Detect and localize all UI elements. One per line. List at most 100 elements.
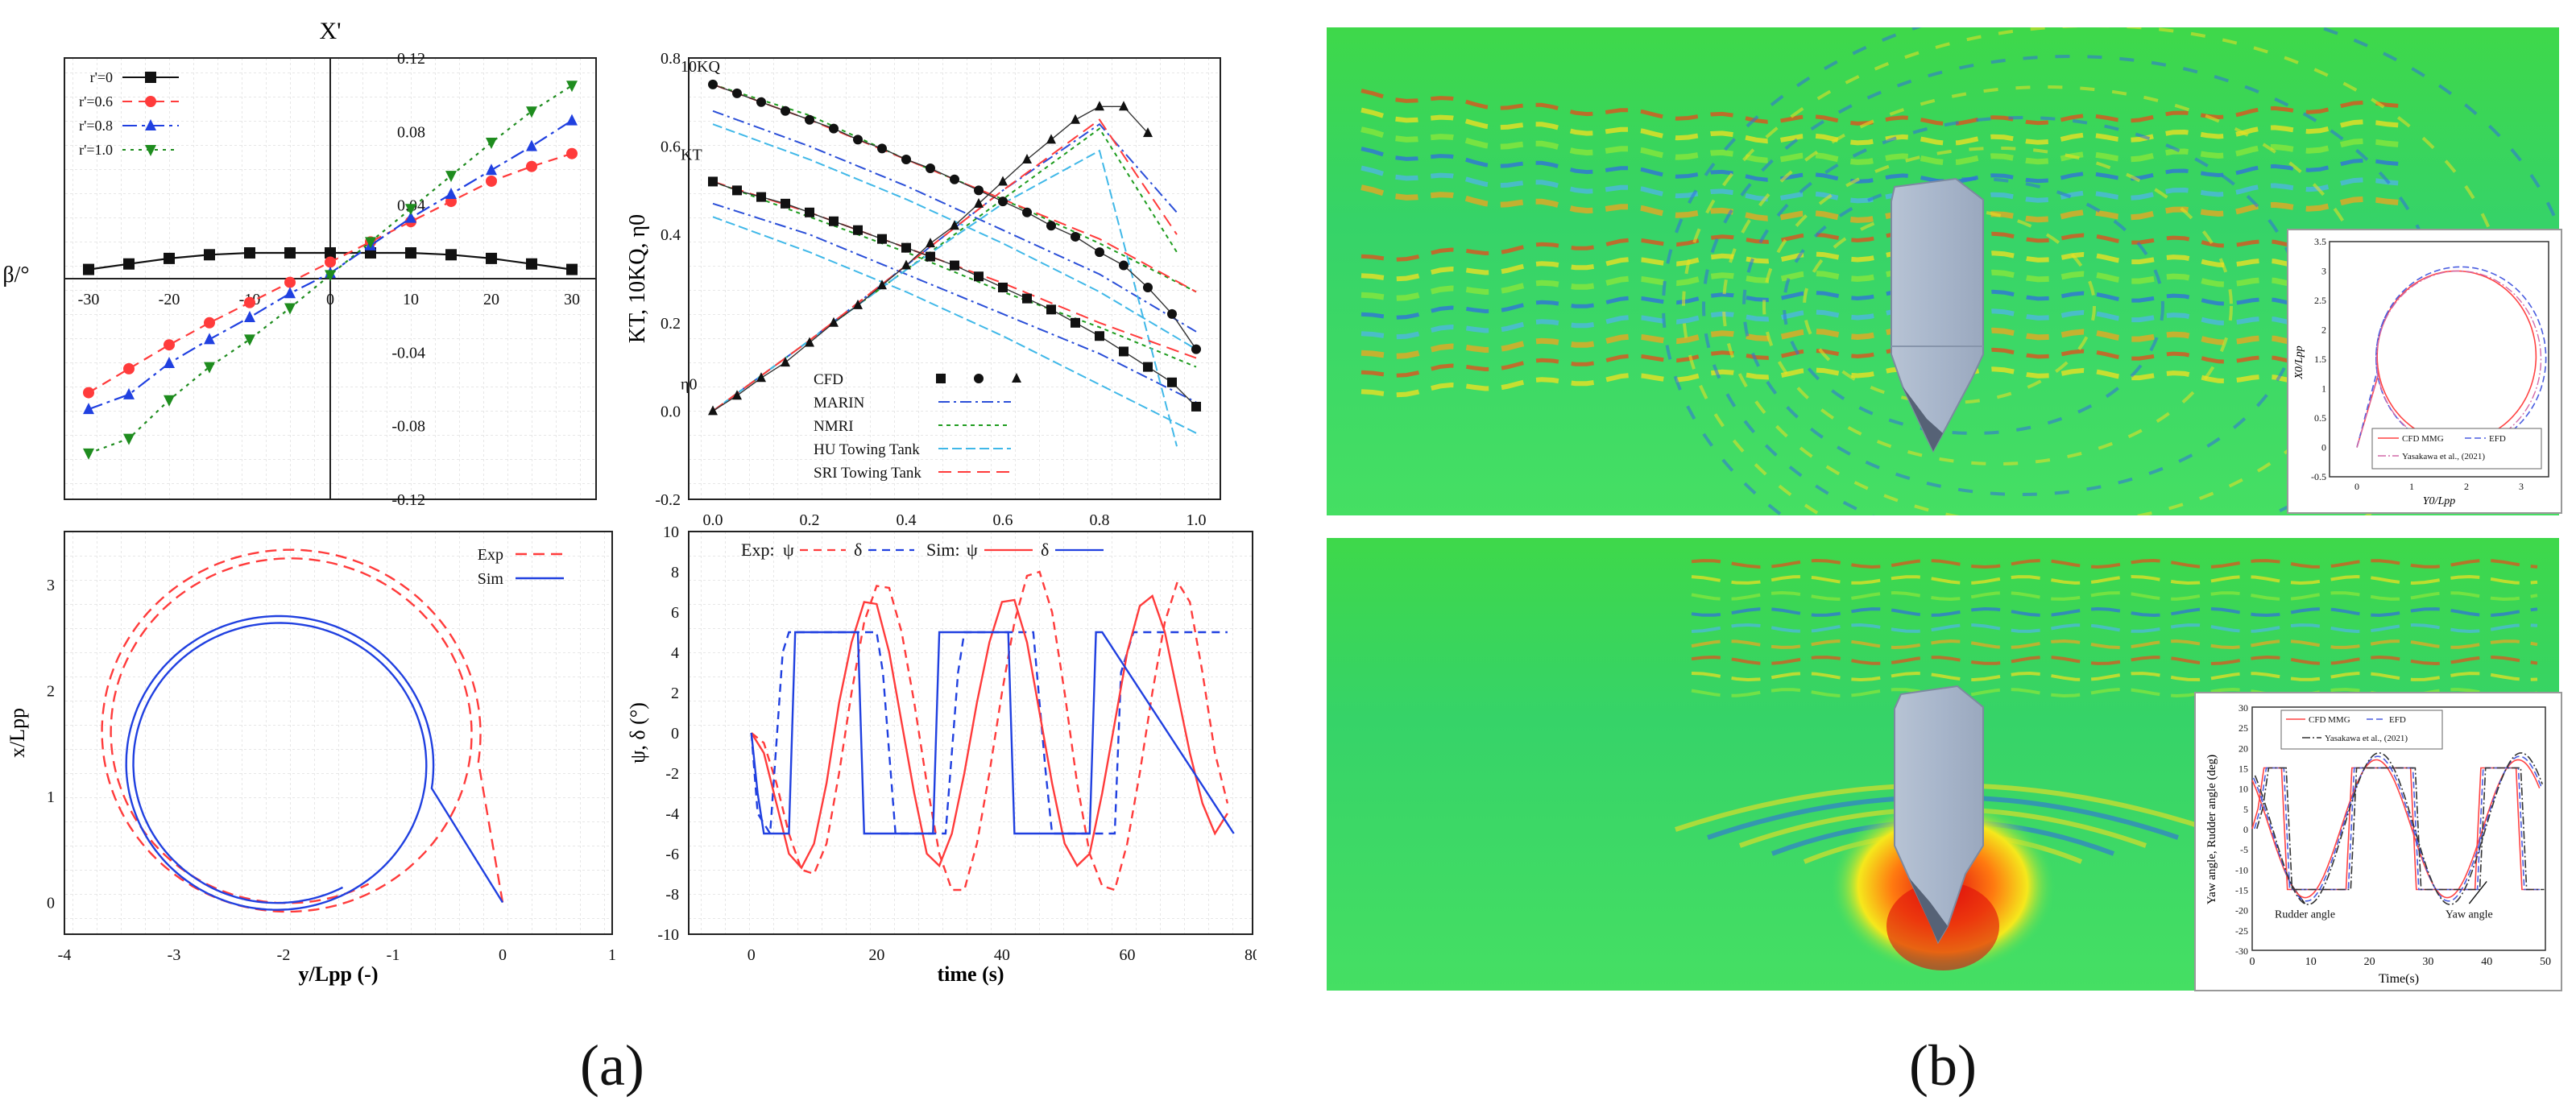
wave-ring [1783,177,2164,435]
data-point [164,339,175,351]
data-point [901,259,911,270]
legend-marker [145,145,156,156]
data-point [445,187,457,199]
data-point [805,207,814,217]
y-tick-label: 3.5 [2314,236,2326,247]
data-point [1071,317,1080,328]
data-point [1071,231,1080,242]
data-point [204,249,215,261]
legend-label: Yasakawa et al., (2021) [2325,734,2408,743]
series-line [750,594,1228,870]
inset-zigzag-ylabel: Yaw angle, Rudder angle (deg) [2205,755,2218,904]
panel-a-figure: X' β/° -30-20-100102030-0.12-0.08-0.040.… [2,18,1257,986]
wave-ring [1762,147,2233,465]
inset-turning-ylabel: X0/Lpp [2293,345,2305,379]
data-point [926,251,935,262]
data-point [566,147,578,159]
y-tick-label: 0.2 [661,315,681,333]
series-line [2356,270,2542,449]
x-tick-label: 0.2 [800,511,820,529]
x-tick-label: 60 [1119,946,1135,964]
y-tick-label: 0.0 [661,403,681,420]
data-point [732,185,742,196]
data-point [244,334,255,346]
legend-label: ψ [967,540,978,560]
data-point [526,160,537,172]
data-point [1143,362,1153,372]
data-point [445,249,457,261]
data-point [756,192,766,202]
data-point [164,395,175,407]
wave-crest [1360,147,2411,184]
data-point [204,362,215,374]
legend-label: Sim: [926,540,960,560]
legend-label: r'=0.8 [79,118,113,134]
series-line [125,614,504,911]
wave-crest [1691,590,2538,602]
wave-ring [1803,208,2096,404]
data-point [756,372,766,383]
x-tick-label: 0.0 [703,511,723,529]
legend-marker [145,96,156,107]
legend-label: EFD [2489,434,2506,444]
data-point [1022,154,1032,164]
inset-turning-xlabel: Y0/Lpp [2423,495,2455,507]
data-point [164,252,175,264]
data-point [1119,260,1129,271]
data-point [1167,308,1177,319]
y-tick-label: -8 [665,886,679,904]
x-tick-label: 0 [2250,956,2255,968]
x-tick-label: -20 [159,291,180,308]
data-point [901,155,911,165]
series-line [2356,270,2537,448]
data-point [1071,114,1080,124]
data-point [204,317,215,329]
data-point [83,403,94,415]
data-point [83,387,94,399]
y-tick-label: -0.12 [391,491,425,509]
y-tick-label: 0.8 [661,50,681,68]
x-tick-label: 20 [2364,956,2375,968]
inset-zigzag-chart: Yaw angle, Rudder angle (deg) Time(s) 0 1… [2194,692,2562,991]
data-point [853,225,863,235]
y-tick-label: 2 [671,685,679,702]
data-point [998,197,1008,207]
y-tick-label: 0 [2243,824,2248,835]
data-point [974,197,984,208]
data-point [1119,101,1129,111]
y-tick-label: 1 [2321,383,2326,395]
data-point [1095,331,1104,341]
x-tick-label: 1.0 [1187,511,1207,529]
data-point [1143,127,1153,138]
data-point [829,216,839,226]
wave-crest [1691,639,2538,650]
y-tick-label: 3 [47,577,55,594]
data-point [1022,207,1032,217]
y-tick-label: 1 [47,788,55,806]
data-point [244,247,255,259]
data-point [405,204,416,216]
y-tick-label: -5 [2240,844,2248,855]
legend-label: ψ [783,540,794,560]
x-tick-label: 0 [499,946,507,964]
y-tick-label: -6 [665,846,679,863]
data-point [974,271,984,282]
data-point [486,252,497,264]
wave-crest [1691,606,2538,618]
data-point [1119,346,1129,357]
y-tick-label: 2 [47,682,55,700]
series-line [751,570,1229,892]
legend-label: Exp [478,546,503,564]
wave-crest [1691,671,2538,682]
series-line [712,180,1197,368]
y-tick-label: 0.12 [397,50,425,68]
data-point [365,237,376,249]
x-tick-label: -2 [277,946,291,964]
y-tick-label: 2.5 [2314,295,2326,306]
legend-label: r'=1.0 [79,142,113,158]
drift-chart-ylabel: β/° [2,263,29,288]
y-tick-label: -15 [2235,885,2248,896]
series-line [2254,752,2543,905]
zigzag-chart-ylabel: ψ, δ (°) [626,702,649,763]
series-line [2252,755,2542,902]
